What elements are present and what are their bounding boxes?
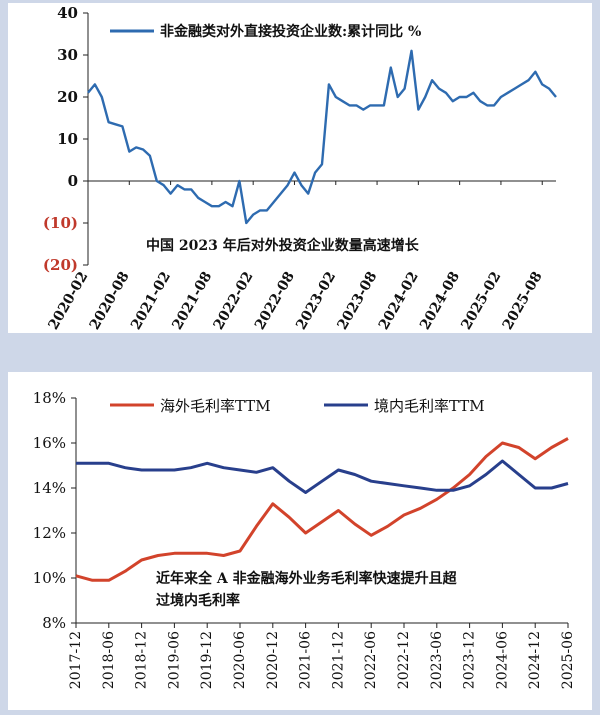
x-tick-label: 2022-06 bbox=[363, 631, 379, 689]
chart-panel-outbound-investment: 40 30 20 10 0 (10) (20) 2020-02 2020-08 2021-02 20… bbox=[8, 3, 592, 333]
x-tick-label: 2025-08 bbox=[500, 269, 546, 333]
x-tick-label: 2023-12 bbox=[462, 631, 478, 689]
x-tick-label: 2025-06 bbox=[560, 631, 576, 689]
legend-label-domestic-margin: 境内毛利率TTM bbox=[374, 397, 485, 415]
series-line-overseas-margin bbox=[75, 437, 569, 582]
x-tick-label: 2020-08 bbox=[87, 269, 133, 333]
series-line-domestic-margin bbox=[76, 459, 569, 494]
x-tick-label: 2022-02 bbox=[211, 269, 257, 333]
x-tick-label: 2017-12 bbox=[68, 631, 84, 689]
chart-annotation: 中国 2023 年后对外投资企业数量高速增长 bbox=[146, 237, 420, 254]
x-tick-label: 2023-08 bbox=[335, 269, 381, 333]
y-tick-label: 40 bbox=[57, 4, 78, 22]
x-tick-label: 2024-02 bbox=[376, 269, 422, 333]
x-tick-label: 2022-08 bbox=[252, 269, 298, 333]
x-tick-label: 2024-12 bbox=[527, 631, 543, 689]
x-tick-label: 2024-06 bbox=[494, 631, 510, 689]
y-tick-label: 16% bbox=[33, 434, 66, 452]
x-tick-label: 2020-02 bbox=[45, 269, 91, 333]
y-tick-label: 10 bbox=[57, 130, 78, 148]
y-tick-label: 30 bbox=[57, 46, 78, 64]
x-tick-label: 2018-06 bbox=[101, 631, 117, 689]
chart-annotation-line: 过境内毛利率 bbox=[156, 592, 240, 609]
y-tick-label: 20 bbox=[57, 88, 78, 106]
x-tick-label: 2024-08 bbox=[417, 269, 463, 333]
y-tick-label: 10% bbox=[33, 569, 66, 587]
chart-panel-gross-margin: 18% 16% 14% 12% 10% 8% 2017-12 2018-06 2018-12 20… bbox=[8, 372, 592, 710]
x-tick-label: 2025-02 bbox=[458, 269, 504, 333]
series-line-outbound-investment bbox=[87, 49, 557, 225]
y-tick-label: 12% bbox=[33, 524, 66, 542]
x-tick-label: 2023-02 bbox=[293, 269, 339, 333]
y-tick-label: 14% bbox=[33, 479, 66, 497]
y-tick-label: 0 bbox=[68, 172, 78, 190]
x-tick-label: 2020-06 bbox=[232, 631, 248, 689]
x-tick-label: 2021-06 bbox=[298, 631, 314, 689]
legend-label-outbound-investment: 非金融类对外直接投资企业数:累计同比 % bbox=[160, 23, 421, 40]
x-tick-label: 2021-12 bbox=[330, 631, 346, 689]
y-tick-label: (20) bbox=[43, 256, 78, 274]
x-tick-label: 2023-06 bbox=[429, 631, 445, 689]
y-tick-label: 18% bbox=[33, 389, 66, 407]
chart-annotation-line: 近年来全 A 非金融海外业务毛利率快速提升且超 bbox=[156, 570, 458, 587]
x-tick-label: 2021-02 bbox=[128, 269, 174, 333]
x-tick-label: 2021-08 bbox=[169, 269, 215, 333]
y-tick-label: (10) bbox=[43, 214, 78, 232]
gross-margin-line-chart: 18% 16% 14% 12% 10% 8%2017-12 2018-06 2018-12 20… bbox=[33, 389, 576, 689]
x-tick-label: 2019-12 bbox=[199, 631, 215, 689]
y-tick-label: 8% bbox=[42, 614, 66, 632]
legend-label-overseas-margin: 海外毛利率TTM bbox=[160, 397, 271, 415]
x-tick-label: 2022-12 bbox=[396, 631, 412, 689]
x-tick-label: 2020-12 bbox=[265, 631, 281, 689]
outbound-investment-line-chart: 403020100(10)(20)2020-022020-082021-0220… bbox=[43, 4, 557, 333]
x-tick-label: 2019-06 bbox=[166, 631, 182, 689]
x-tick-label: 2018-12 bbox=[134, 631, 150, 689]
